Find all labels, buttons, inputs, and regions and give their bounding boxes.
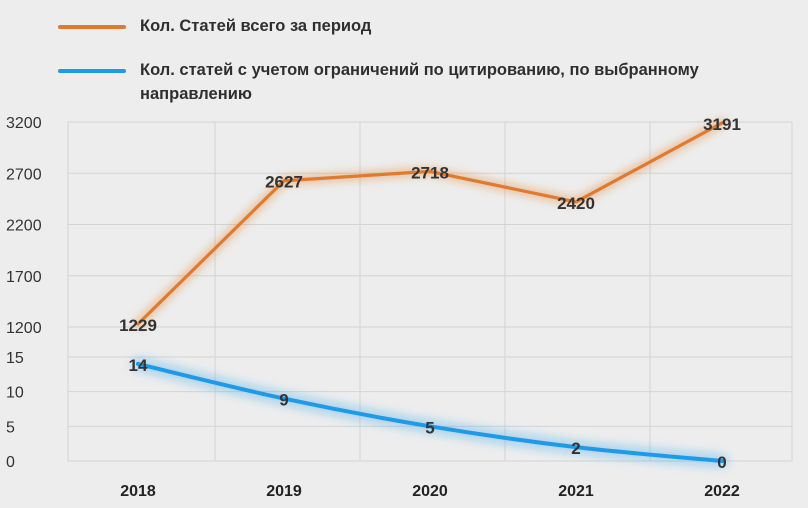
x-tick-label-0: 2018 bbox=[120, 483, 156, 500]
x-tick-label-4: 2022 bbox=[704, 483, 740, 500]
y-tick-label-s1-1: 5 bbox=[6, 419, 15, 436]
y-tick-label-s0-0: 1200 bbox=[6, 320, 42, 337]
legend-swatch-restricted bbox=[58, 69, 126, 73]
data-label-s1-4: 0 bbox=[717, 453, 726, 472]
data-label-s1-2: 5 bbox=[425, 418, 434, 437]
series-glow-1 bbox=[132, 357, 728, 467]
data-label-s0-4: 3191 bbox=[703, 115, 741, 134]
data-label-s1-1: 9 bbox=[279, 391, 288, 410]
label-layer: 1200 1700 2200 2700 3200 1229 2627 2718 2420 3191… bbox=[6, 115, 741, 500]
legend-item-restricted: Кол. статей с учетом ограничений по цити… bbox=[58, 58, 798, 106]
data-label-s1-3: 2 bbox=[571, 439, 580, 458]
y-tick-label-s1-2: 10 bbox=[6, 385, 24, 402]
chart-legend: Кол. Статей всего за период Кол. статей … bbox=[58, 14, 798, 106]
x-tick-label-3: 2021 bbox=[558, 483, 594, 500]
y-tick-label-s1-3: 15 bbox=[6, 350, 24, 367]
data-label-s0-1: 2627 bbox=[265, 173, 303, 192]
y-tick-label-s0-1: 1700 bbox=[6, 269, 42, 286]
series-layer bbox=[132, 117, 728, 467]
series-line-0 bbox=[136, 121, 724, 326]
legend-label-restricted: Кол. статей с учетом ограничений по цити… bbox=[140, 61, 699, 103]
y-tick-label-s1-0: 0 bbox=[6, 454, 15, 471]
data-label-s0-3: 2420 bbox=[557, 194, 595, 213]
legend-item-total: Кол. Статей всего за период bbox=[58, 14, 798, 38]
legend-label-total: Кол. Статей всего за период bbox=[140, 17, 372, 35]
x-tick-label-2: 2020 bbox=[412, 483, 448, 500]
y-tick-label-s0-4: 3200 bbox=[6, 115, 42, 132]
data-label-s1-0: 14 bbox=[129, 356, 148, 375]
y-tick-label-s0-3: 2700 bbox=[6, 166, 42, 183]
data-label-s0-0: 1229 bbox=[119, 316, 157, 335]
series-glow-0 bbox=[133, 117, 727, 330]
y-tick-label-s0-2: 2200 bbox=[6, 218, 42, 235]
legend-swatch-total bbox=[58, 25, 126, 29]
series-line-1 bbox=[136, 361, 724, 463]
x-tick-label-1: 2019 bbox=[266, 483, 302, 500]
data-label-s0-2: 2718 bbox=[411, 163, 449, 182]
